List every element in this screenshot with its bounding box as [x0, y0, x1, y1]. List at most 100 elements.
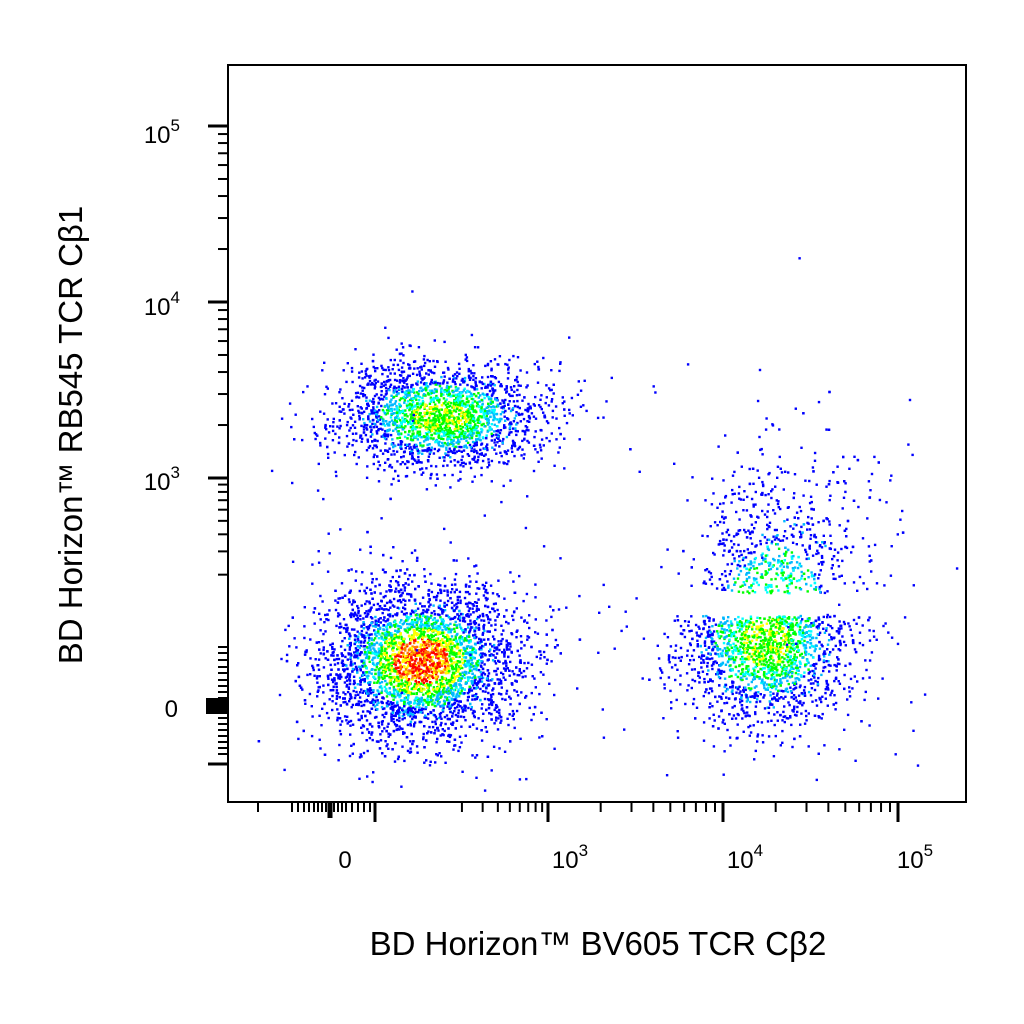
data-point [498, 708, 501, 712]
data-point [500, 686, 503, 689]
data-point [545, 662, 548, 665]
data-point [454, 683, 458, 687]
data-point [371, 658, 374, 662]
data-point [363, 589, 366, 593]
data-point [419, 624, 422, 627]
data-point [494, 719, 498, 722]
data-point [434, 671, 437, 674]
data-point [454, 671, 457, 675]
data-point [383, 657, 387, 660]
data-point [412, 641, 416, 645]
data-point [452, 674, 456, 678]
data-point [353, 662, 356, 665]
data-point [467, 695, 470, 699]
data-point [352, 413, 355, 416]
data-point [392, 597, 396, 601]
data-point [438, 662, 441, 665]
data-point [377, 740, 380, 743]
data-point [495, 648, 498, 651]
data-point [434, 665, 437, 668]
data-point [399, 665, 403, 668]
data-point [441, 708, 445, 712]
data-point [456, 660, 460, 663]
data-point [441, 445, 445, 448]
data-point [394, 655, 397, 658]
data-point [406, 631, 409, 634]
data-point [466, 614, 469, 618]
data-point [329, 673, 332, 676]
data-point [432, 627, 436, 630]
data-point [360, 716, 363, 720]
data-point [439, 640, 442, 644]
data-point [521, 429, 524, 433]
data-point [453, 682, 457, 685]
data-point [463, 688, 466, 691]
data-point [293, 637, 296, 640]
data-point [500, 639, 503, 643]
data-point [415, 666, 418, 669]
data-point [380, 665, 384, 669]
data-point [351, 608, 354, 612]
data-point [518, 668, 521, 671]
data-point [403, 435, 407, 439]
data-point [469, 613, 472, 616]
data-point [335, 624, 338, 628]
data-point [400, 644, 404, 647]
data-point [335, 689, 339, 692]
data-point [375, 608, 378, 611]
data-point [374, 630, 377, 634]
data-point [309, 638, 312, 641]
data-point [366, 728, 369, 731]
data-point [426, 643, 429, 646]
data-point [443, 715, 447, 719]
data-point [331, 708, 334, 712]
data-point [438, 752, 441, 755]
data-point [462, 616, 466, 620]
data-point [461, 674, 464, 678]
data-point [460, 649, 463, 652]
data-point [403, 710, 407, 713]
data-point [411, 413, 414, 417]
data-point [407, 690, 410, 693]
data-point [448, 679, 451, 683]
data-point [471, 698, 474, 701]
data-point [386, 725, 389, 728]
data-point [490, 718, 493, 721]
data-point [363, 653, 366, 656]
data-point [403, 620, 406, 623]
data-point [351, 663, 354, 666]
data-point [424, 714, 427, 717]
data-point [471, 651, 474, 654]
data-point [377, 673, 380, 677]
data-point [397, 712, 400, 715]
data-point [440, 695, 443, 698]
data-point [356, 712, 360, 715]
data-point [415, 621, 418, 624]
data-point [337, 597, 340, 600]
data-point [507, 371, 510, 375]
data-point [393, 419, 397, 422]
data-point [483, 638, 486, 641]
data-point [438, 700, 441, 704]
data-point [426, 421, 430, 425]
data-point [363, 700, 367, 703]
data-point [356, 614, 359, 617]
data-point [365, 653, 369, 656]
data-point [488, 650, 491, 653]
data-point [428, 677, 431, 680]
data-point [397, 659, 400, 662]
data-point [445, 644, 448, 647]
data-point [363, 679, 366, 682]
data-point [436, 661, 439, 665]
data-point [319, 652, 322, 655]
data-point [425, 618, 428, 621]
data-point [485, 614, 488, 617]
data-point [413, 723, 416, 726]
data-point [449, 437, 452, 440]
data-point [330, 654, 333, 657]
data-point [407, 626, 410, 629]
data-point [541, 735, 544, 738]
data-point [388, 676, 391, 679]
data-point [416, 380, 419, 383]
data-point [504, 669, 507, 672]
